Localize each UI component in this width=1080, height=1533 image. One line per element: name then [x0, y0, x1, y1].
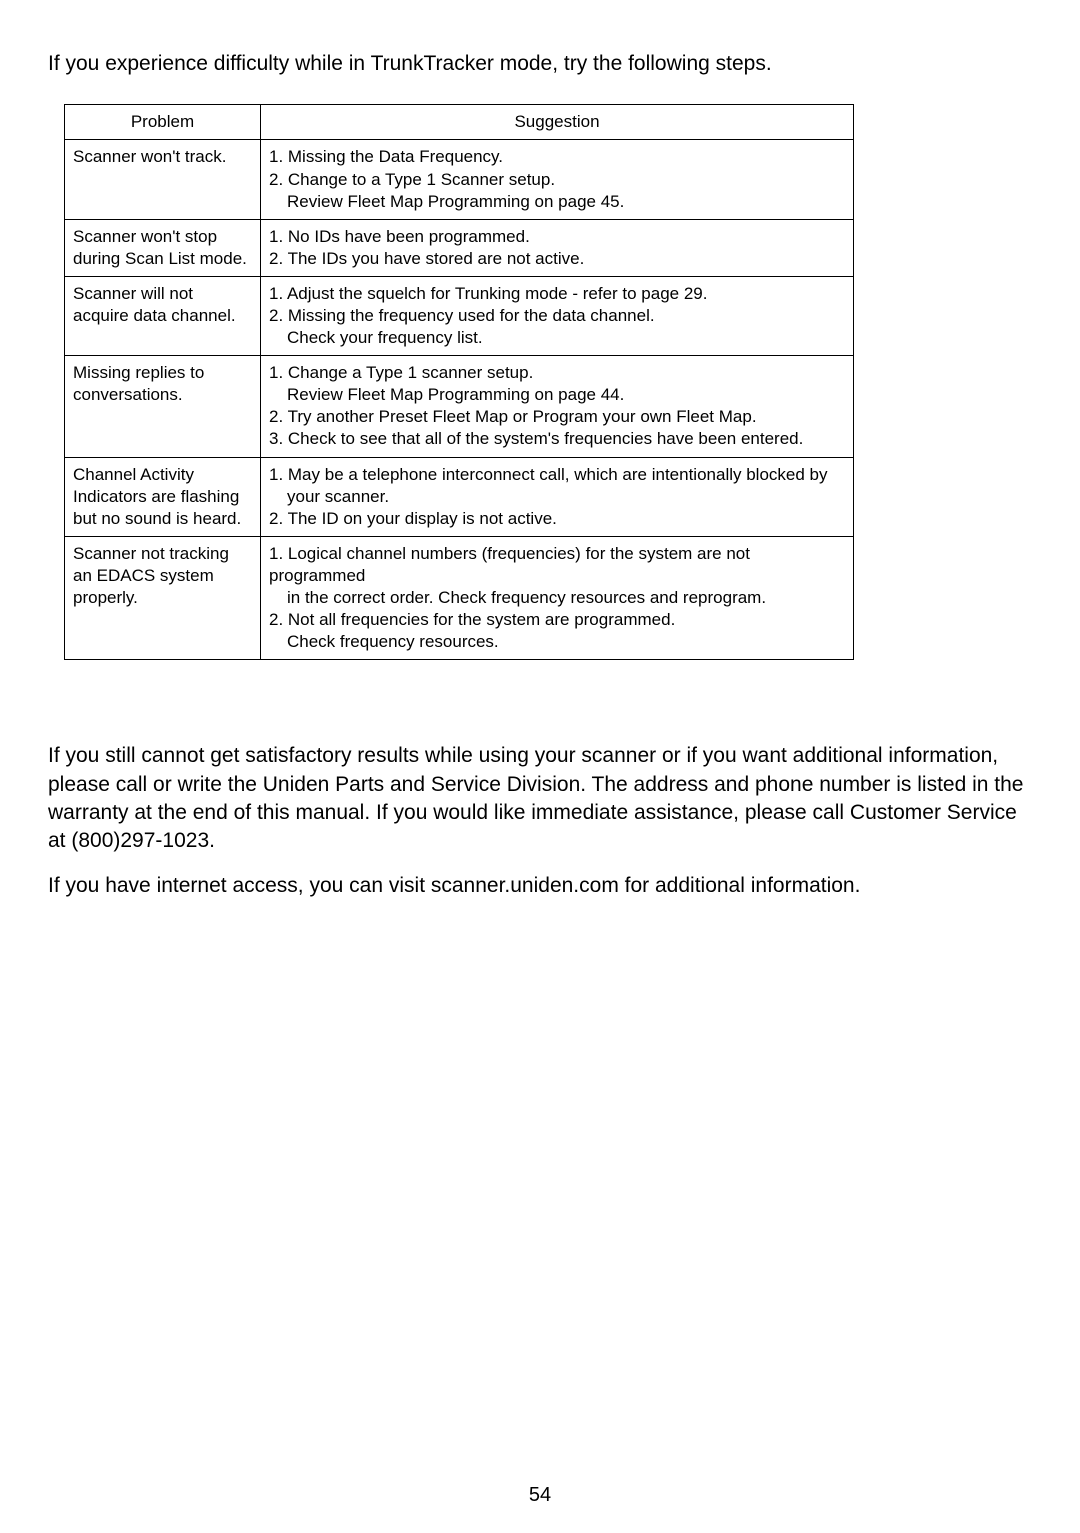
- suggestion-line: your scanner.: [269, 486, 845, 508]
- troubleshooting-table: Problem Suggestion Scanner won't track.1…: [64, 104, 854, 660]
- suggestion-line: 2. Try another Preset Fleet Map or Progr…: [269, 406, 845, 428]
- suggestion-cell: 1. Adjust the squelch for Trunking mode …: [261, 276, 854, 355]
- suggestion-line: 1. Logical channel numbers (frequencies)…: [269, 543, 845, 587]
- suggestion-cell: 1. Logical channel numbers (frequencies)…: [261, 536, 854, 659]
- suggestion-line: 2. The IDs you have stored are not activ…: [269, 248, 845, 270]
- intro-paragraph: If you experience difficulty while in Tr…: [48, 50, 1032, 78]
- suggestion-line: 1. Change a Type 1 scanner setup.: [269, 362, 845, 384]
- column-header-problem: Problem: [65, 105, 261, 140]
- suggestion-line: Check your frequency list.: [269, 327, 845, 349]
- table-header-row: Problem Suggestion: [65, 105, 854, 140]
- problem-cell: Missing replies to conversations.: [65, 356, 261, 457]
- suggestion-line: 1. No IDs have been programmed.: [269, 226, 845, 248]
- suggestion-line: 2. Not all frequencies for the system ar…: [269, 609, 845, 631]
- suggestion-cell: 1. No IDs have been programmed.2. The ID…: [261, 219, 854, 276]
- table-row: Missing replies to conversations.1. Chan…: [65, 356, 854, 457]
- suggestion-line: Check frequency resources.: [269, 631, 845, 653]
- column-header-suggestion: Suggestion: [261, 105, 854, 140]
- table-body: Scanner won't track.1. Missing the Data …: [65, 140, 854, 660]
- body-paragraphs: If you still cannot get satisfactory res…: [48, 742, 1032, 900]
- table-row: Channel Activity Indicators are flashing…: [65, 457, 854, 536]
- contact-paragraph: If you still cannot get satisfactory res…: [48, 742, 1032, 855]
- suggestion-line: 2. The ID on your display is not active.: [269, 508, 845, 530]
- suggestion-cell: 1. Missing the Data Frequency.2. Change …: [261, 140, 854, 219]
- suggestion-line: 1. Missing the Data Frequency.: [269, 146, 845, 168]
- suggestion-line: Review Fleet Map Programming on page 45.: [269, 191, 845, 213]
- suggestion-line: 1. May be a telephone interconnect call,…: [269, 464, 845, 486]
- table-row: Scanner not tracking an EDACS system pro…: [65, 536, 854, 659]
- table-row: Scanner will not acquire data channel. 1.…: [65, 276, 854, 355]
- suggestion-cell: 1. Change a Type 1 scanner setup.Review …: [261, 356, 854, 457]
- problem-cell: Scanner not tracking an EDACS system pro…: [65, 536, 261, 659]
- suggestion-line: 2. Change to a Type 1 Scanner setup.: [269, 169, 845, 191]
- suggestion-line: 3. Check to see that all of the system's…: [269, 428, 845, 450]
- suggestion-line: Review Fleet Map Programming on page 44.: [269, 384, 845, 406]
- suggestion-cell: 1. May be a telephone interconnect call,…: [261, 457, 854, 536]
- suggestion-line: 1. Adjust the squelch for Trunking mode …: [269, 283, 845, 305]
- page-number: 54: [0, 1484, 1080, 1507]
- problem-cell: Scanner will not acquire data channel.: [65, 276, 261, 355]
- problem-cell: Scanner won't track.: [65, 140, 261, 219]
- suggestion-line: 2. Missing the frequency used for the da…: [269, 305, 845, 327]
- suggestion-line: in the correct order. Check frequency re…: [269, 587, 845, 609]
- table-row: Scanner won't track.1. Missing the Data …: [65, 140, 854, 219]
- problem-cell: Scanner won't stop during Scan List mode…: [65, 219, 261, 276]
- table-row: Scanner won't stop during Scan List mode…: [65, 219, 854, 276]
- problem-cell: Channel Activity Indicators are flashing…: [65, 457, 261, 536]
- internet-paragraph: If you have internet access, you can vis…: [48, 872, 1032, 900]
